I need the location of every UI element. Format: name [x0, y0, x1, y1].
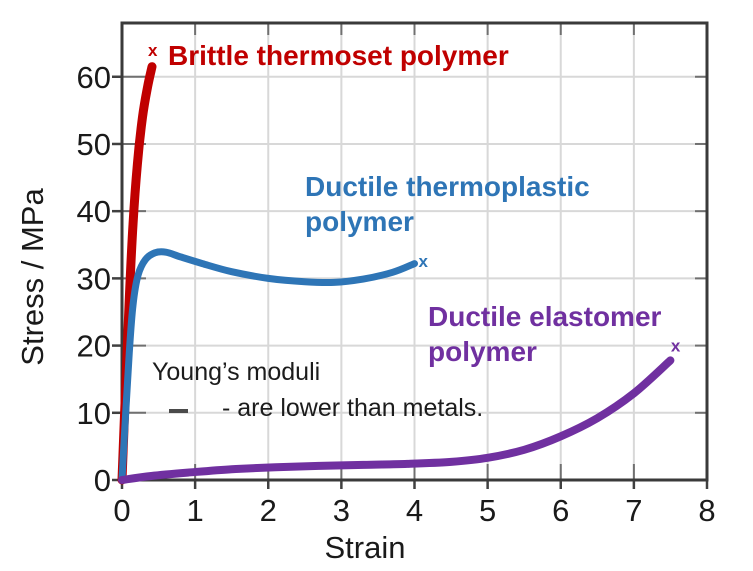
- series-label-line: Brittle thermoset polymer: [168, 40, 509, 71]
- y-tick-label: 20: [77, 329, 111, 364]
- series-label-line: Ductile elastomer: [428, 301, 662, 332]
- series-label-brittle-thermoset: Brittle thermoset polymer: [168, 41, 509, 71]
- end-marker-brittle-thermoset-polymer: x: [148, 41, 158, 60]
- y-axis-title: Stress / MPa: [15, 188, 50, 366]
- y-tick-label: 50: [77, 127, 111, 162]
- x-tick-label: 8: [698, 493, 715, 528]
- note-lower-than-metals: - are lower than metals.: [222, 394, 484, 422]
- y-tick-label: 10: [77, 396, 111, 431]
- x-tick-label: 7: [625, 493, 642, 528]
- x-tick-label: 6: [552, 493, 569, 528]
- series-label-line: Ductile thermoplastic: [305, 171, 590, 202]
- end-marker-ductile-elastomer-polymer: x: [671, 337, 681, 356]
- end-marker-ductile-thermoplastic-polymer: x: [419, 252, 429, 271]
- y-tick-label: 60: [77, 60, 111, 95]
- y-tick-label: 30: [77, 261, 111, 296]
- series-label-ductile-thermoplastic: Ductile thermoplastic polymer: [305, 169, 590, 239]
- curve-ductile-thermoplastic-polymer: [118, 248, 418, 484]
- series-label-ductile-elastomer: Ductile elastomer polymer: [428, 299, 661, 369]
- y-tick-label: 0: [94, 463, 111, 498]
- x-tick-label: 3: [333, 493, 350, 528]
- x-tick-label: 5: [479, 493, 496, 528]
- series-label-line: polymer: [305, 206, 414, 237]
- series-label-line: polymer: [428, 336, 537, 367]
- note-youngs-moduli: Young’s moduli: [152, 358, 321, 386]
- y-tick-label: 40: [77, 194, 111, 229]
- dash-mark: [169, 409, 188, 413]
- x-tick-label: 0: [113, 493, 130, 528]
- x-tick-label: 4: [406, 493, 423, 528]
- x-axis-title: Strain: [324, 530, 406, 565]
- x-tick-label: 2: [260, 493, 277, 528]
- plot-frame: [120, 21, 709, 482]
- x-tick-label: 1: [187, 493, 204, 528]
- curve-ductile-elastomer-polymer: [118, 356, 675, 484]
